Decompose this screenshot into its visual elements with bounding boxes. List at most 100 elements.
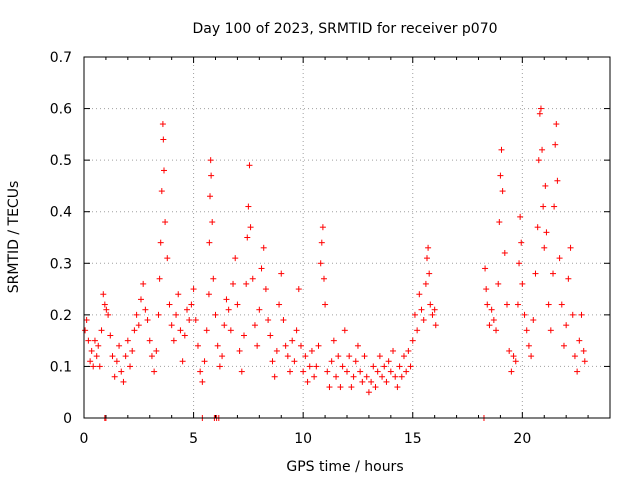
data-point	[133, 311, 140, 318]
data-point	[103, 306, 110, 313]
data-point	[186, 317, 193, 324]
data-point	[423, 255, 430, 262]
data-point	[308, 347, 315, 354]
data-point	[359, 378, 366, 385]
data-point	[532, 270, 539, 277]
data-point	[320, 275, 327, 282]
data-point	[260, 244, 267, 251]
data-point	[249, 275, 256, 282]
data-point	[418, 306, 425, 313]
data-point	[365, 389, 372, 396]
y-tick-label: 0.4	[50, 205, 72, 221]
data-point	[135, 322, 142, 329]
data-point	[188, 301, 195, 308]
data-point	[530, 317, 537, 324]
data-point	[578, 311, 585, 318]
data-point	[96, 363, 103, 370]
x-tick-label: 5	[189, 431, 198, 447]
y-tick-label: 0.1	[50, 359, 72, 375]
data-point	[495, 280, 502, 287]
data-point	[109, 353, 116, 360]
data-point	[192, 317, 199, 324]
data-point	[361, 353, 368, 360]
data-point	[324, 368, 331, 375]
data-point	[216, 363, 223, 370]
data-point	[319, 224, 326, 231]
data-point	[234, 301, 241, 308]
data-point	[236, 347, 243, 354]
data-point	[383, 378, 390, 385]
data-point	[374, 368, 381, 375]
data-point	[512, 358, 519, 365]
data-point	[157, 239, 164, 246]
data-point	[245, 203, 252, 210]
data-point	[289, 337, 296, 344]
data-point	[539, 146, 546, 153]
data-point	[162, 219, 169, 226]
data-point	[124, 337, 131, 344]
data-point	[140, 280, 147, 287]
data-point	[251, 322, 258, 329]
data-point	[304, 378, 311, 385]
data-point	[243, 280, 250, 287]
data-point	[170, 337, 177, 344]
data-point	[93, 353, 100, 360]
data-point	[335, 353, 342, 360]
data-point	[519, 280, 526, 287]
data-point	[534, 224, 541, 231]
data-point	[425, 244, 432, 251]
data-point	[95, 342, 102, 349]
data-point	[184, 306, 191, 313]
data-point	[164, 255, 171, 262]
data-point	[390, 347, 397, 354]
data-point	[376, 353, 383, 360]
y-axis-title: SRMTID / TECUs	[6, 181, 22, 294]
data-point	[315, 342, 322, 349]
data-point	[146, 337, 153, 344]
data-point	[536, 110, 543, 117]
data-point	[497, 172, 504, 179]
data-point	[276, 301, 283, 308]
data-point	[528, 353, 535, 360]
data-point	[158, 188, 165, 195]
data-point	[209, 219, 216, 226]
data-point	[483, 286, 490, 293]
data-point	[306, 363, 313, 370]
data-point	[142, 306, 149, 313]
data-point	[246, 162, 253, 169]
data-point	[547, 327, 554, 334]
data-point	[543, 229, 550, 236]
data-point	[265, 317, 272, 324]
data-point	[113, 358, 120, 365]
y-tick-label: 0.5	[50, 153, 72, 169]
chart-title: Day 100 of 2023, SRMTID for receiver p07…	[192, 21, 497, 37]
data-point	[576, 337, 583, 344]
data-point	[197, 368, 204, 375]
data-point	[346, 353, 353, 360]
data-point	[82, 327, 89, 334]
data-point	[556, 255, 563, 262]
data-point	[381, 363, 388, 370]
data-point	[407, 363, 414, 370]
data-point	[291, 358, 298, 365]
data-point	[498, 146, 505, 153]
data-point	[120, 378, 127, 385]
data-point	[551, 203, 558, 210]
data-point	[344, 368, 350, 375]
data-point	[326, 384, 333, 391]
data-point	[571, 353, 578, 360]
data-point	[426, 270, 433, 277]
data-point	[508, 368, 515, 375]
data-point	[432, 322, 439, 329]
y-tick-label: 0.2	[50, 308, 72, 324]
data-point	[269, 358, 276, 365]
data-point	[328, 358, 335, 365]
y-tick-label: 0	[63, 411, 72, 427]
data-point	[199, 378, 206, 385]
data-point	[558, 301, 565, 308]
data-point	[414, 327, 421, 334]
data-point	[208, 172, 215, 179]
data-point	[553, 121, 560, 128]
